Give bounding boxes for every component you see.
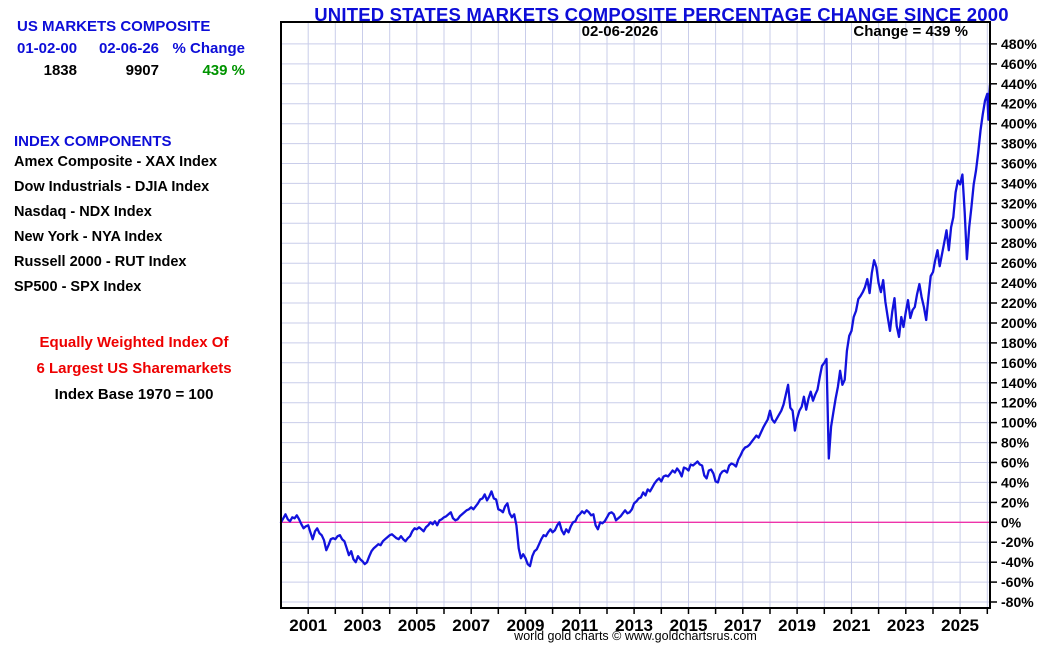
start-value: 1838 xyxy=(43,62,77,79)
start-date-header: 01-02-00 xyxy=(17,40,78,57)
panel-heading: US MARKETS COMPOSITE xyxy=(17,18,211,35)
svg-text:200%: 200% xyxy=(1001,315,1037,331)
svg-text:-40%: -40% xyxy=(1001,554,1034,570)
svg-text:2011: 2011 xyxy=(561,616,598,635)
svg-text:20%: 20% xyxy=(1001,494,1030,510)
as-of-date-label: 02-06-2026 xyxy=(581,23,659,40)
svg-text:380%: 380% xyxy=(1001,136,1037,152)
values-row: 1838 9907 439 % xyxy=(17,62,245,79)
component-item: Russell 2000 - RUT Index xyxy=(14,254,187,270)
svg-text:100%: 100% xyxy=(1001,415,1037,431)
svg-text:400%: 400% xyxy=(1001,116,1037,132)
composite-line-chart: 480% 460% 440% 420% 400% 380% 360% 340% 320% 300%… xyxy=(279,21,1037,635)
svg-text:-60%: -60% xyxy=(1001,574,1034,590)
svg-text:2013: 2013 xyxy=(615,616,653,635)
components-list: Amex Composite - XAX Index Dow Industria… xyxy=(14,150,217,300)
svg-text:2005: 2005 xyxy=(398,616,436,635)
note-six-largest: 6 Largest US Sharemarkets xyxy=(36,360,232,377)
change-label: Change = 439 % xyxy=(853,23,968,40)
svg-text:320%: 320% xyxy=(1001,195,1037,211)
svg-text:2021: 2021 xyxy=(833,616,871,635)
svg-text:2019: 2019 xyxy=(778,616,816,635)
svg-text:0%: 0% xyxy=(1001,514,1022,530)
note-equally-weighted: Equally Weighted Index Of xyxy=(39,334,229,351)
svg-text:2025: 2025 xyxy=(941,616,979,635)
svg-text:120%: 120% xyxy=(1001,395,1037,411)
svg-text:480%: 480% xyxy=(1001,36,1037,52)
svg-text:180%: 180% xyxy=(1001,335,1037,351)
svg-text:420%: 420% xyxy=(1001,96,1037,112)
component-item: New York - NYA Index xyxy=(14,229,163,245)
change-header: % Change xyxy=(172,40,245,57)
svg-text:60%: 60% xyxy=(1001,455,1030,471)
svg-text:2023: 2023 xyxy=(887,616,925,635)
end-value: 9907 xyxy=(125,62,159,79)
svg-text:2007: 2007 xyxy=(452,616,490,635)
copyright-footer: world gold charts © www.goldchartsrus.co… xyxy=(514,629,757,643)
svg-text:440%: 440% xyxy=(1001,76,1037,92)
svg-text:340%: 340% xyxy=(1001,175,1037,191)
date-columns-row: 01-02-00 02-06-26 % Change xyxy=(17,40,245,57)
note-index-base: Index Base 1970 = 100 xyxy=(54,386,214,403)
component-item: SP500 - SPX Index xyxy=(14,279,142,295)
index-notes: Equally Weighted Index Of 6 Largest US S… xyxy=(8,330,260,408)
change-value: 439 % xyxy=(202,62,245,79)
end-date-header: 02-06-26 xyxy=(98,40,159,57)
svg-text:300%: 300% xyxy=(1001,215,1037,231)
svg-text:160%: 160% xyxy=(1001,355,1037,371)
svg-text:240%: 240% xyxy=(1001,275,1037,291)
svg-text:460%: 460% xyxy=(1001,56,1037,72)
svg-text:40%: 40% xyxy=(1001,474,1030,490)
svg-text:2017: 2017 xyxy=(724,616,762,635)
page-title: UNITED STATES MARKETS COMPOSITE PERCENTA… xyxy=(314,4,1009,25)
svg-text:140%: 140% xyxy=(1001,375,1037,391)
svg-text:360%: 360% xyxy=(1001,156,1037,172)
svg-text:80%: 80% xyxy=(1001,435,1030,451)
svg-text:2009: 2009 xyxy=(507,616,545,635)
svg-text:2003: 2003 xyxy=(344,616,382,635)
svg-text:2001: 2001 xyxy=(289,616,327,635)
svg-text:220%: 220% xyxy=(1001,295,1037,311)
component-item: Dow Industrials - DJIA Index xyxy=(14,179,210,195)
component-item: Nasdaq - NDX Index xyxy=(14,204,152,220)
svg-text:-20%: -20% xyxy=(1001,534,1034,550)
components-heading: INDEX COMPONENTS xyxy=(14,133,172,150)
svg-text:2015: 2015 xyxy=(670,616,708,635)
svg-text:280%: 280% xyxy=(1001,235,1037,251)
svg-text:260%: 260% xyxy=(1001,255,1037,271)
chart-area: 480% 460% 440% 420% 400% 380% 360% 340% 320% 300%… xyxy=(271,12,1050,642)
component-item: Amex Composite - XAX Index xyxy=(14,154,218,170)
svg-text:-80%: -80% xyxy=(1001,594,1034,610)
